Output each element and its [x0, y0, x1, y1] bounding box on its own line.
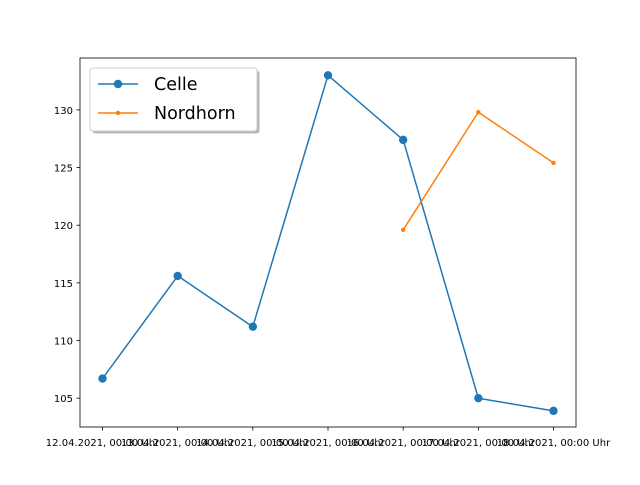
data-point	[549, 406, 558, 416]
x-tick-label: 17.04.2021, 00:00 Uhr	[422, 438, 536, 449]
y-tick-label: 115	[54, 279, 73, 290]
data-point	[248, 322, 258, 331]
data-point	[474, 393, 483, 403]
series-celle	[98, 71, 558, 416]
y-tick-label: 120	[54, 221, 73, 232]
x-tick-label: 14.04.2021, 00:00 Uhr	[196, 438, 310, 449]
y-tick-label: 110	[54, 337, 73, 348]
y-tick-label: 130	[54, 106, 73, 117]
data-point	[551, 160, 556, 166]
y-tick-label: 105	[54, 394, 73, 405]
data-point	[400, 227, 406, 233]
x-tick-label: 18.04.2021, 00:00 Uhr	[497, 438, 611, 449]
data-point	[323, 71, 333, 80]
x-tick-label: 12.04.2021, 00:00 Uhr	[46, 438, 160, 449]
legend: Celle Nordhorn	[89, 67, 260, 134]
series-layer	[98, 71, 558, 416]
x-tick-label: 13.04.2021, 00:00 Uhr	[121, 438, 235, 449]
legend-label: Nordhorn	[154, 104, 236, 124]
y-tick-label: 125	[54, 164, 73, 175]
legend-marker	[115, 110, 121, 116]
data-point	[476, 109, 481, 115]
data-point	[98, 374, 107, 383]
x-tick-label: 15.04.2021, 00:00 Uhr	[271, 438, 385, 449]
data-point	[398, 135, 408, 145]
legend-marker	[113, 79, 123, 89]
series-nordhorn	[400, 109, 556, 233]
x-tick-label: 16.04.2021, 00:00 Uhr	[346, 438, 460, 449]
legend-label: Celle	[154, 75, 197, 95]
data-point	[173, 271, 182, 281]
